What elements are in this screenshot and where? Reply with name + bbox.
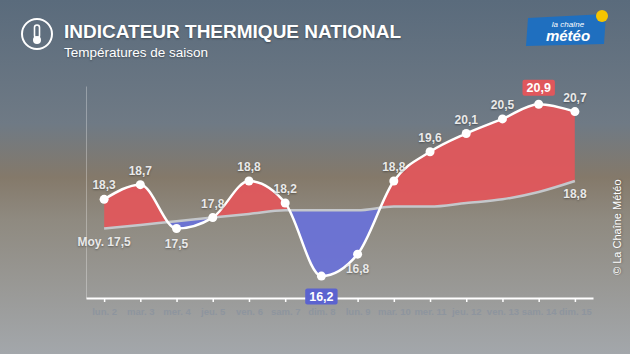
- tick: mar. 3: [127, 298, 154, 317]
- tick-label: ven. 6: [236, 306, 263, 317]
- data-label: 18,3: [92, 178, 116, 192]
- x-axis-line: [87, 298, 594, 300]
- point: [498, 114, 507, 123]
- point: [100, 195, 109, 204]
- data-label: 18,7: [129, 164, 153, 178]
- point: [534, 100, 543, 109]
- tick-mark: [466, 298, 468, 302]
- highlight-label: 20,9: [523, 80, 555, 96]
- tick: lun. 9: [346, 298, 371, 317]
- tick: sam. 7: [271, 298, 301, 317]
- icon-ring: [22, 19, 52, 49]
- tick-label: sam. 7: [271, 306, 301, 317]
- data-label: 20,9: [527, 81, 551, 95]
- point: [462, 129, 471, 138]
- logo-sun: [596, 10, 608, 22]
- subtitle: Températures de saison: [64, 45, 208, 60]
- tick-label: mar. 10: [378, 306, 411, 317]
- thermometer-icon: [22, 19, 52, 49]
- tick: mer. 4: [163, 298, 191, 317]
- tick-label: dim. 8: [308, 306, 335, 317]
- data-labels: 18,3 18,7 17,5 17,8 18,8 18,2 16,2 16,8 18,8 19,6…: [78, 80, 587, 305]
- data-label: 18,2: [273, 182, 297, 196]
- tick-mark: [104, 298, 106, 302]
- tick-mark: [394, 298, 396, 302]
- tick: ven. 13: [487, 298, 519, 317]
- normal-line: [104, 181, 575, 229]
- tick-mark: [430, 298, 432, 302]
- tick-mark: [285, 298, 287, 302]
- tick: dim. 15: [559, 298, 592, 317]
- point: [570, 107, 579, 116]
- label-box: [305, 289, 337, 305]
- tick: jeu. 12: [451, 298, 482, 317]
- data-label: Moy. 17,5: [78, 235, 131, 249]
- background: [0, 0, 630, 354]
- data-label: 18,8: [563, 187, 587, 201]
- tick-label: lun. 2: [92, 306, 117, 317]
- icon-bulb: [33, 36, 41, 44]
- title: INDICATEUR THERMIQUE NATIONAL: [64, 21, 401, 42]
- data-label: 16,2: [309, 290, 333, 304]
- data-label: 16,8: [346, 262, 370, 276]
- data-label: 19,6: [418, 131, 442, 145]
- point: [244, 177, 253, 186]
- tick-mark: [213, 298, 215, 302]
- tick-mark: [176, 298, 178, 302]
- tick-mark: [575, 298, 577, 302]
- tick-mark: [357, 298, 359, 302]
- data-label: 17,5: [165, 237, 189, 251]
- tick: mer. 11: [414, 298, 447, 317]
- tick-label: sam. 14: [522, 306, 558, 317]
- logo-text: météo: [546, 27, 590, 44]
- tick-label: jeu. 12: [451, 306, 482, 317]
- tick-mark: [538, 298, 540, 302]
- copyright: © La Chaîne Météo: [611, 179, 623, 275]
- y-axis-line: [86, 87, 87, 299]
- tick: lun. 2: [92, 298, 117, 317]
- data-label: 20,7: [563, 91, 587, 105]
- tick: sam. 14: [522, 298, 558, 317]
- area-below: [104, 104, 575, 276]
- temperature-line: [104, 104, 575, 276]
- chart: lun. 2 mar. 3 mer. 4 jeu. 5 ven. 6 sam. 7 dim.…: [0, 0, 630, 354]
- tick: mar. 10: [378, 298, 411, 317]
- tick-label: jeu. 5: [200, 306, 226, 317]
- tick: ven. 6: [236, 298, 263, 317]
- point: [281, 198, 290, 207]
- tick-mark: [502, 298, 504, 302]
- plot-area: [100, 100, 580, 281]
- tick-mark: [140, 298, 142, 302]
- data-label: 18,8: [382, 160, 406, 174]
- point: [208, 213, 217, 222]
- label-box: [523, 80, 555, 96]
- tick-label: dim. 15: [559, 306, 592, 317]
- data-label: 20,1: [455, 113, 479, 127]
- highlight-label: 16,2: [305, 289, 337, 305]
- point: [317, 272, 326, 281]
- logo-shape: [526, 14, 606, 46]
- point: [136, 180, 145, 189]
- data-label: 17,8: [201, 197, 225, 211]
- tick-label: mer. 4: [163, 306, 191, 317]
- point: [353, 250, 362, 259]
- y-axis: [86, 87, 87, 299]
- point: [389, 177, 398, 186]
- logo: la chaînemétéo: [526, 10, 608, 46]
- x-axis: lun. 2 mar. 3 mer. 4 jeu. 5 ven. 6 sam. 7 dim.…: [87, 298, 594, 317]
- data-label: 20,5: [491, 98, 515, 112]
- data-label: 18,8: [237, 160, 261, 174]
- area-above: [104, 104, 575, 276]
- tick-label: lun. 9: [346, 306, 371, 317]
- point: [172, 224, 181, 233]
- tick-mark: [249, 298, 251, 302]
- tick-label: ven. 13: [487, 306, 519, 317]
- tick-label: mer. 11: [414, 306, 447, 317]
- point: [426, 147, 435, 156]
- tick-label: mar. 3: [127, 306, 154, 317]
- tick: jeu. 5: [200, 298, 226, 317]
